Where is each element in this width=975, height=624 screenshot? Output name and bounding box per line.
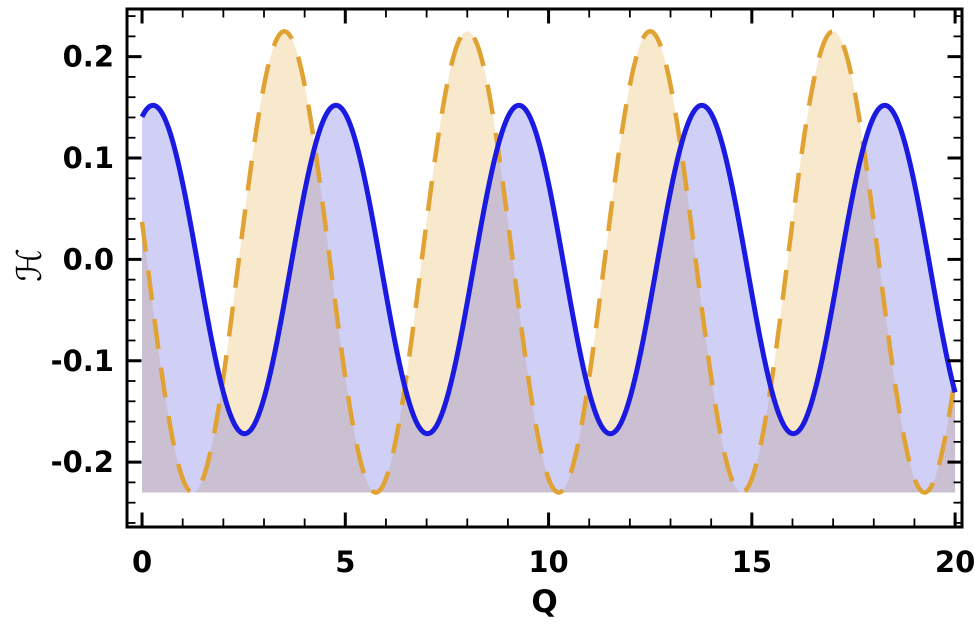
ticks	[128, 10, 961, 526]
x-tick-label: 15	[732, 545, 772, 579]
tick-labels: 0 5 10 15 20 -0.2 -0.1 0.0 0.1 0.2	[51, 40, 975, 579]
dashed-orange-wave-curve	[139, 29, 958, 495]
x-tick-label: 10	[528, 545, 568, 579]
y-tick-label: 0.0	[63, 242, 114, 276]
solid-blue-wave-fill	[142, 105, 956, 493]
curves	[139, 29, 958, 495]
plot-frame	[125, 7, 964, 529]
y-tick-label: -0.1	[51, 344, 114, 378]
x-tick-label: 0	[132, 545, 152, 579]
fill-regions	[142, 31, 956, 493]
y-tick-label: 0.1	[63, 141, 114, 175]
solid-blue-wave-curve	[139, 102, 958, 437]
y-tick-label: -0.2	[51, 445, 114, 479]
x-axis-label: Q	[531, 584, 558, 620]
x-tick-label: 5	[335, 545, 355, 579]
y-tick-label: 0.2	[63, 40, 114, 74]
dashed-orange-wave-fill	[142, 31, 956, 493]
y-axis-label: ℋ	[10, 248, 50, 282]
x-tick-label: 20	[935, 545, 975, 579]
